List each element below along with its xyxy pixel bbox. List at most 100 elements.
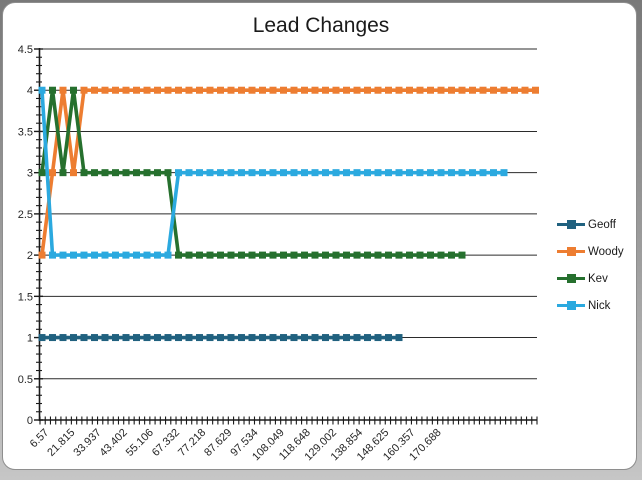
data-point-marker [332, 86, 340, 94]
data-point-marker [311, 169, 319, 177]
legend-item-geoff[interactable]: Geoff [557, 211, 624, 238]
data-point-marker [185, 251, 193, 259]
data-point-marker [217, 169, 224, 177]
data-point-marker [448, 169, 455, 177]
data-point-marker [322, 169, 329, 177]
y-tick-label: 4 [27, 85, 33, 97]
data-point-marker [112, 334, 119, 342]
data-point-marker [91, 251, 98, 259]
data-point-marker [469, 86, 476, 94]
data-point-marker [427, 169, 434, 177]
data-point-marker [238, 251, 245, 259]
data-point-marker [406, 251, 413, 259]
x-tick-label: 67.332 [150, 427, 182, 459]
data-point-marker [395, 86, 403, 94]
data-point-marker [280, 86, 287, 94]
data-point-marker [133, 169, 140, 177]
data-point-marker [59, 169, 67, 177]
y-tick-label: 2.5 [18, 209, 33, 221]
data-point-marker [385, 334, 392, 342]
x-tick-label: 55.106 [124, 427, 156, 459]
legend-label: Nick [588, 299, 611, 312]
data-point-marker [290, 251, 298, 259]
data-point-marker [59, 334, 67, 342]
data-point-marker [248, 86, 256, 94]
data-point-marker [437, 169, 445, 177]
data-point-marker [112, 169, 119, 177]
data-point-marker [80, 251, 88, 259]
data-point-marker [49, 169, 56, 177]
y-tick-label: 0.5 [18, 374, 33, 386]
data-point-marker [217, 86, 224, 94]
data-point-marker [38, 251, 46, 259]
legend-swatch-icon [557, 301, 587, 310]
data-point-marker [364, 86, 371, 94]
data-point-marker [311, 251, 319, 259]
axes [34, 48, 538, 425]
data-point-marker [259, 251, 266, 259]
chart-title: Lead Changes [253, 14, 390, 37]
x-tick-label: 77.218 [176, 427, 208, 459]
data-point-marker [154, 334, 161, 342]
data-point-marker [164, 169, 172, 177]
data-point-marker [322, 86, 329, 94]
data-point-marker [259, 86, 266, 94]
data-point-marker [469, 169, 476, 177]
legend-item-nick[interactable]: Nick [557, 292, 624, 319]
legend-item-kev[interactable]: Kev [557, 265, 624, 292]
x-tick-label: 33.937 [71, 427, 103, 459]
data-point-marker [448, 251, 455, 259]
data-point-marker [80, 334, 88, 342]
data-point-marker [395, 251, 403, 259]
data-point-marker [322, 334, 329, 342]
data-point-marker [269, 334, 277, 342]
data-point-marker [196, 169, 203, 177]
legend-item-woody[interactable]: Woody [557, 238, 624, 265]
data-point-marker [343, 334, 350, 342]
data-point-marker [206, 334, 214, 342]
data-point-marker [416, 169, 424, 177]
y-tick-label: 1 [27, 333, 33, 345]
data-point-marker [91, 86, 98, 94]
data-point-marker [101, 169, 109, 177]
data-point-marker [490, 86, 497, 94]
data-point-marker [101, 86, 109, 94]
data-point-marker [311, 334, 319, 342]
data-point-marker [38, 334, 46, 342]
data-point-marker [385, 251, 392, 259]
data-point-marker [353, 86, 361, 94]
y-tick-label: 0 [27, 415, 33, 427]
data-point-marker [227, 169, 235, 177]
data-point-marker [122, 251, 130, 259]
legend-swatch-icon [557, 220, 587, 229]
data-point-marker [238, 86, 245, 94]
data-point-marker [196, 251, 203, 259]
data-point-marker [185, 334, 193, 342]
data-point-marker [490, 169, 497, 177]
data-point-marker [290, 86, 298, 94]
y-axis-labels: 0 0.5 1 1.5 2 2.5 3 3.5 4 4.5 [18, 44, 33, 427]
data-point-marker [185, 169, 193, 177]
data-point-marker [374, 251, 382, 259]
series-kev [38, 86, 466, 259]
data-point-marker [122, 86, 130, 94]
data-point-marker [49, 334, 56, 342]
series-woody [38, 86, 539, 259]
data-point-marker [280, 251, 287, 259]
data-point-marker [385, 169, 392, 177]
data-point-marker [154, 169, 161, 177]
data-point-marker [70, 169, 77, 177]
data-point-marker [343, 251, 350, 259]
data-point-marker [332, 251, 340, 259]
data-point-marker [238, 169, 245, 177]
data-point-marker [206, 251, 214, 259]
data-point-marker [143, 86, 151, 94]
data-point-marker [164, 334, 172, 342]
data-point-marker [91, 334, 98, 342]
y-tick-label: 3.5 [18, 126, 33, 138]
data-point-marker [406, 86, 413, 94]
data-point-marker [91, 169, 98, 177]
data-point-marker [395, 334, 403, 342]
data-point-marker [458, 169, 466, 177]
legend: Geoff Woody Kev Nick [557, 211, 624, 319]
